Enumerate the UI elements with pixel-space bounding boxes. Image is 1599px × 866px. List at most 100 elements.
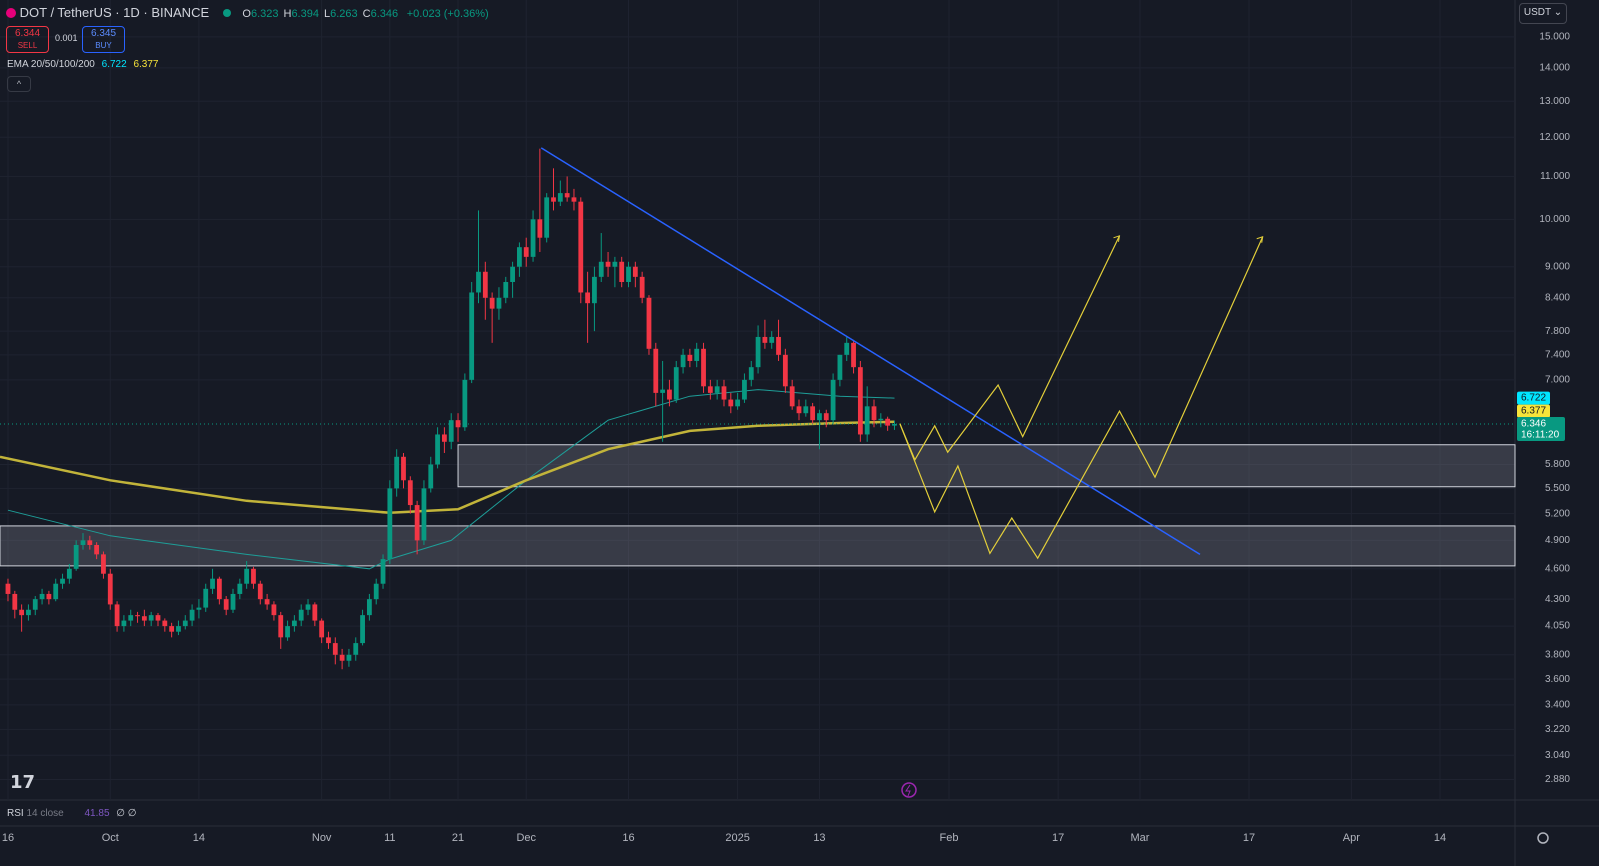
candle-body xyxy=(653,348,659,393)
candle-body xyxy=(612,261,618,267)
candle-body xyxy=(53,583,59,600)
candle-body xyxy=(742,379,747,400)
rsi-params: 14 close xyxy=(26,808,64,819)
candle-body xyxy=(182,620,188,627)
candle-body xyxy=(592,276,597,304)
collapse-button[interactable]: ^ xyxy=(7,76,31,92)
candle-body xyxy=(557,193,563,202)
candle-body xyxy=(73,544,79,569)
rsi-value: 41.85 xyxy=(84,808,110,819)
candle-body xyxy=(141,616,147,621)
candle-body xyxy=(714,386,720,393)
candle-body xyxy=(223,599,229,610)
candle-body xyxy=(428,464,434,489)
trendline xyxy=(540,147,1201,556)
candle-body xyxy=(32,599,38,610)
x-tick-label: Dec xyxy=(516,832,536,844)
candle-body xyxy=(285,626,290,638)
ema-line xyxy=(0,420,895,515)
symbol-row: DOT / TetherUS · 1D · BINANCE O6.323 H6.3… xyxy=(6,5,489,20)
projection-path xyxy=(899,235,1121,462)
candle-body xyxy=(755,336,761,368)
sell-button[interactable]: 6.344 SELL xyxy=(6,26,49,53)
buy-price: 6.345 xyxy=(90,28,117,39)
candle-body xyxy=(537,219,543,238)
candle-body xyxy=(244,568,250,584)
candle-body xyxy=(373,583,379,600)
candle-body xyxy=(39,593,45,600)
projection-path xyxy=(899,236,1264,560)
x-tick-label: Feb xyxy=(940,832,959,844)
candle-body xyxy=(271,604,277,616)
y-tick-label: 5.200 xyxy=(1545,508,1570,519)
candle-body xyxy=(830,379,836,421)
candle-body xyxy=(489,297,495,309)
candle-body xyxy=(803,406,809,414)
candle-body xyxy=(101,554,106,574)
candle-body xyxy=(585,292,591,304)
candle-body xyxy=(380,559,386,584)
currency: USDT xyxy=(1523,7,1551,18)
y-tick-label: 14.000 xyxy=(1539,63,1570,74)
tv-logo: 𝟭𝟳 xyxy=(10,772,35,792)
candle-body xyxy=(823,413,829,421)
candle-body xyxy=(694,348,700,361)
indicator-value: 6.377 xyxy=(133,59,159,70)
candle-body xyxy=(12,593,18,610)
candle-body xyxy=(503,282,509,298)
candle-body xyxy=(230,593,236,610)
settings-icon[interactable] xyxy=(1537,832,1549,844)
candle-body xyxy=(639,276,645,298)
candle-body xyxy=(210,578,215,589)
ohlc-key: L xyxy=(323,8,331,20)
indicator-name[interactable]: EMA 20/50/100/200 xyxy=(7,59,95,70)
candle-body xyxy=(571,197,577,202)
y-tick-label: 5.800 xyxy=(1545,459,1570,470)
candle-body xyxy=(196,607,202,610)
ohlc-value: 6.263 xyxy=(330,8,358,20)
x-tick-label: 17 xyxy=(1052,832,1064,844)
symbol[interactable]: DOT / TetherUS · 1D · BINANCE xyxy=(19,5,210,20)
alert-icon[interactable] xyxy=(901,782,917,798)
candle-body xyxy=(448,420,454,442)
candle-body xyxy=(810,406,816,421)
candle-body xyxy=(762,336,768,343)
buy-button[interactable]: 6.345 BUY xyxy=(82,26,125,53)
x-tick-label: 16 xyxy=(622,832,634,844)
candle-body xyxy=(626,266,631,283)
currency-button[interactable]: USDT ⌄ xyxy=(1519,3,1567,24)
candle-body xyxy=(401,456,406,481)
candle-body xyxy=(291,620,297,627)
candle-body xyxy=(155,615,161,621)
candle-body xyxy=(19,609,25,616)
candle-body xyxy=(523,247,529,257)
y-tick-label: 8.400 xyxy=(1545,292,1570,303)
candle-body xyxy=(482,271,488,298)
zone xyxy=(0,525,1516,567)
ohlc-key: H xyxy=(283,8,292,20)
candle-body xyxy=(162,620,168,627)
price-label-bg xyxy=(1517,391,1550,405)
candle-body xyxy=(769,336,775,343)
candle-body xyxy=(148,615,154,621)
y-tick-label: 4.300 xyxy=(1545,594,1570,605)
candle-body xyxy=(319,620,325,638)
y-tick-label: 4.600 xyxy=(1545,563,1570,574)
rsi-name[interactable]: RSI xyxy=(7,808,24,819)
candle-body xyxy=(598,261,604,277)
candle-body xyxy=(339,654,345,661)
candle-body xyxy=(346,654,352,661)
y-tick-label: 11.000 xyxy=(1540,171,1570,182)
candle-body xyxy=(551,197,556,202)
y-tick-label: 12.000 xyxy=(1539,132,1570,143)
candle-body xyxy=(680,354,686,368)
ohlc-value: 6.346 xyxy=(370,8,399,20)
candle-body xyxy=(176,626,181,632)
candle-body xyxy=(128,615,134,621)
candle-body xyxy=(851,342,856,368)
countdown: 16:11:20 xyxy=(1521,430,1560,441)
indicator-row: EMA 20/50/100/200 6.722 6.377 xyxy=(7,59,158,70)
candle-body xyxy=(748,367,754,380)
candle-body xyxy=(735,399,741,407)
